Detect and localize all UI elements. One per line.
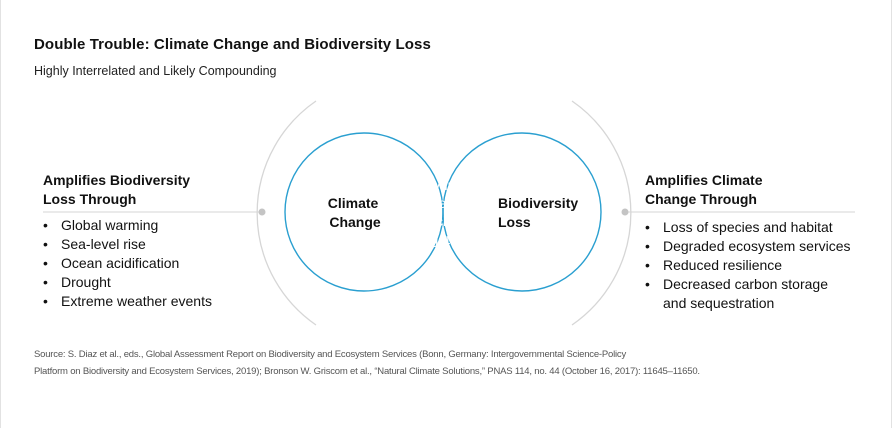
right-column-heading: Amplifies Climate Change Through	[645, 171, 845, 209]
climate-change-label-line-1: Climate	[328, 195, 379, 211]
list-item: Global warming	[43, 216, 253, 235]
biodiversity-loss-circle	[442, 132, 602, 292]
right-column-list: Loss of species and habitat Degraded eco…	[645, 218, 875, 313]
biodiversity-loss-label-line-1: Biodiversity	[498, 195, 578, 211]
list-item: Ocean acidification	[43, 254, 253, 273]
left-column-heading: Amplifies Biodiversity Loss Through	[43, 171, 243, 209]
source-note: Source: S. Diaz et al., eds., Global Ass…	[34, 346, 854, 380]
list-item: Degraded ecosystem services	[645, 237, 875, 256]
climate-change-label-line-2: Change	[329, 214, 381, 230]
overlap-label: Twin Crises to Tackle Together	[413, 177, 472, 247]
overlap-label-line-2: Crises to	[413, 195, 468, 211]
page-subtitle: Highly Interrelated and Likely Compoundi…	[34, 64, 277, 78]
overlap-lens	[363, 133, 521, 291]
source-line-2: Platform on Biodiversity and Ecosystem S…	[34, 366, 700, 377]
overlap-label-line-4: Together	[416, 231, 471, 247]
left-outer-arc	[256, 100, 317, 326]
biodiversity-loss-label: Biodiversity Loss	[498, 195, 582, 230]
left-column-list: Global warming Sea-level rise Ocean acid…	[43, 216, 253, 311]
biodiversity-loss-label-line-2: Loss	[498, 214, 531, 230]
list-item: Reduced resilience	[645, 256, 875, 275]
right-connector-dot	[621, 208, 629, 216]
left-heading-line-1: Amplifies Biodiversity	[43, 172, 191, 188]
list-item: Loss of species and habitat	[645, 218, 875, 237]
right-heading-line-1: Amplifies Climate	[645, 172, 763, 188]
right-outer-arc	[571, 100, 632, 326]
source-line-1: Source: S. Diaz et al., eds., Global Ass…	[34, 349, 627, 360]
list-item: Drought	[43, 273, 253, 292]
page-title: Double Trouble: Climate Change and Biodi…	[34, 36, 431, 53]
right-heading-line-2: Change Through	[645, 191, 757, 207]
overlap-label-line-3: Tackle	[421, 213, 461, 229]
list-item: Sea-level rise	[43, 235, 253, 254]
left-connector-dot	[258, 208, 266, 216]
list-item: Decreased carbon storage and sequestrati…	[645, 275, 845, 313]
climate-change-circle	[284, 132, 444, 292]
list-item: Extreme weather events	[43, 292, 253, 311]
overlap-label-line-1: Twin	[427, 177, 456, 193]
climate-change-label: Climate Change	[328, 195, 382, 230]
left-heading-line-2: Loss Through	[43, 191, 137, 207]
